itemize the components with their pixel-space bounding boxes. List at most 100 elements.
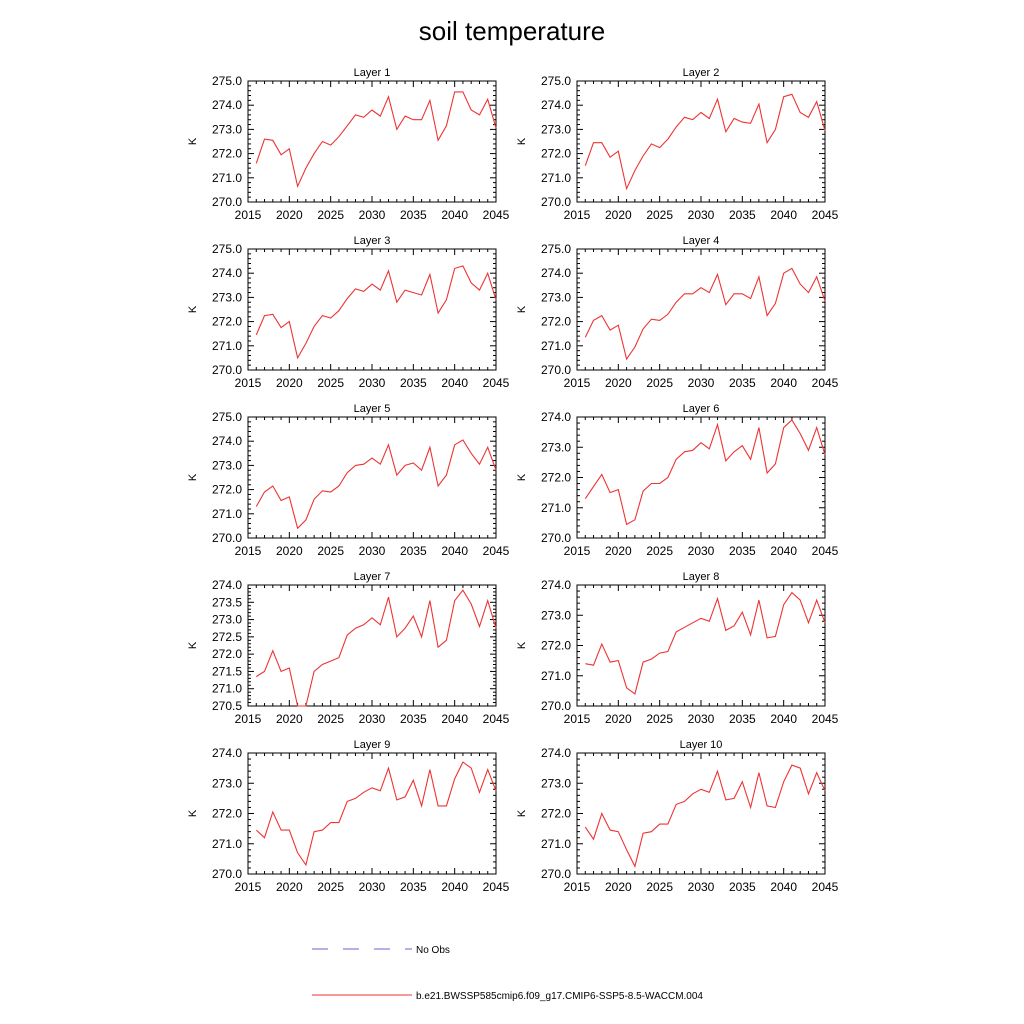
y-tick-label: 270.0 [541,531,571,545]
x-tick-label: 2025 [317,712,344,726]
panel-1: Layer 1 K 2015 2020 2025 2030 2035 2040 2045 270.… [187,67,510,222]
y-tick-label: 273.0 [541,776,571,790]
x-tick-label: 2020 [276,208,303,222]
x-tick-label: 2015 [564,208,591,222]
panel-10: Layer 10 K 2015 2020 2025 2030 2035 2040 2045 270… [516,739,839,894]
x-tick-label: 2025 [646,208,673,222]
y-tick-label: 274.0 [541,410,571,424]
y-tick-label: 271.5 [212,664,242,678]
plot-frame [576,416,826,539]
y-tick-label: 275.0 [541,242,571,256]
x-tick-label: 2040 [441,880,468,894]
y-tick-label: 270.0 [212,195,242,209]
x-tick-label: 2035 [400,208,427,222]
x-tick-label: 2020 [276,880,303,894]
y-tick-label: 273.0 [212,122,242,136]
x-tick-label: 2015 [235,544,262,558]
panel-9: Layer 9 K 2015 2020 2025 2030 2035 2040 2045 270.… [187,739,510,894]
y-tick-label: 272.0 [212,315,242,329]
y-axis-label: K [516,305,528,313]
y-tick-label: 275.0 [541,74,571,88]
y-tick-label: 270.5 [212,699,242,713]
y-tick-label: 271.0 [541,339,571,353]
x-tick-label: 2030 [359,376,386,390]
x-tick-label: 2045 [812,544,839,558]
y-tick-label: 273.0 [541,290,571,304]
y-tick-label: 271.0 [541,171,571,185]
y-axis-label: K [187,137,199,145]
y-axis-label: K [187,809,199,817]
x-tick-label: 2045 [812,880,839,894]
x-tick-label: 2025 [646,376,673,390]
x-tick-label: 2045 [812,208,839,222]
x-tick-label: 2040 [770,544,797,558]
y-tick-label: 271.0 [212,339,242,353]
y-tick-label: 271.0 [541,501,571,515]
x-tick-label: 2035 [400,880,427,894]
series-line [584,267,826,361]
x-tick-label: 2040 [770,376,797,390]
x-tick-label: 2020 [605,712,632,726]
y-tick-label: 273.0 [541,122,571,136]
x-tick-label: 2020 [605,208,632,222]
y-tick-label: 271.0 [541,837,571,851]
x-tick-label: 2020 [605,880,632,894]
series-line [584,93,826,191]
x-tick-label: 2025 [646,544,673,558]
legend-no-obs-label: No Obs [416,945,450,956]
panel-3: Layer 3 K 2015 2020 2025 2030 2035 2040 2045 270.… [187,235,510,390]
y-tick-label: 271.0 [212,171,242,185]
series-line [255,761,497,867]
series-line [255,439,497,530]
y-tick-label: 274.0 [212,98,242,112]
y-tick-label: 274.0 [212,266,242,280]
y-tick-label: 271.0 [212,507,242,521]
x-tick-label: 2015 [564,712,591,726]
legend-model-label: b.e21.BWSSP585cmip6.f09_g17.CMIP6-SSP5-8… [416,991,703,1002]
plot-frame [576,752,826,875]
y-tick-label: 270.0 [212,363,242,377]
x-tick-label: 2040 [441,712,468,726]
x-tick-label: 2025 [646,880,673,894]
y-tick-label: 272.0 [541,147,571,161]
x-tick-label: 2020 [276,712,303,726]
y-tick-label: 274.0 [212,746,242,760]
x-tick-label: 2040 [770,880,797,894]
x-tick-label: 2045 [483,208,510,222]
panel-title: Layer 2 [683,67,720,79]
plot-frame [247,80,497,203]
x-tick-label: 2035 [400,544,427,558]
x-tick-label: 2030 [359,208,386,222]
y-tick-label: 271.0 [212,682,242,696]
series-line [256,589,497,707]
y-tick-label: 272.0 [541,315,571,329]
panels-grid: Layer 1 K 2015 2020 2025 2030 2035 2040 2045 270.… [187,67,839,894]
y-tick-label: 271.0 [541,669,571,683]
x-tick-label: 2030 [688,208,715,222]
plot-frame [247,584,497,707]
y-axis-label: K [516,809,528,817]
y-tick-label: 272.0 [541,639,571,653]
x-tick-label: 2015 [235,880,262,894]
x-tick-label: 2035 [729,376,756,390]
x-tick-label: 2035 [729,712,756,726]
y-tick-label: 275.0 [212,74,242,88]
x-tick-label: 2030 [688,880,715,894]
x-tick-label: 2015 [235,208,262,222]
legend: No Obs b.e21.BWSSP585cmip6.f09_g17.CMIP6… [312,945,703,1002]
x-tick-label: 2030 [688,544,715,558]
y-tick-label: 275.0 [212,410,242,424]
y-tick-label: 270.0 [541,363,571,377]
y-tick-label: 273.0 [212,776,242,790]
y-tick-label: 270.0 [541,867,571,881]
x-tick-label: 2030 [359,712,386,726]
x-tick-label: 2015 [564,544,591,558]
y-tick-label: 270.0 [212,867,242,881]
panel-title: Layer 9 [354,739,391,751]
y-tick-label: 274.0 [212,434,242,448]
panel-7: Layer 7 K 2015 2020 2025 2030 2035 2040 2045 270.… [187,571,510,726]
plot-frame [576,248,826,371]
y-tick-label: 273.0 [541,440,571,454]
y-tick-label: 270.0 [541,195,571,209]
